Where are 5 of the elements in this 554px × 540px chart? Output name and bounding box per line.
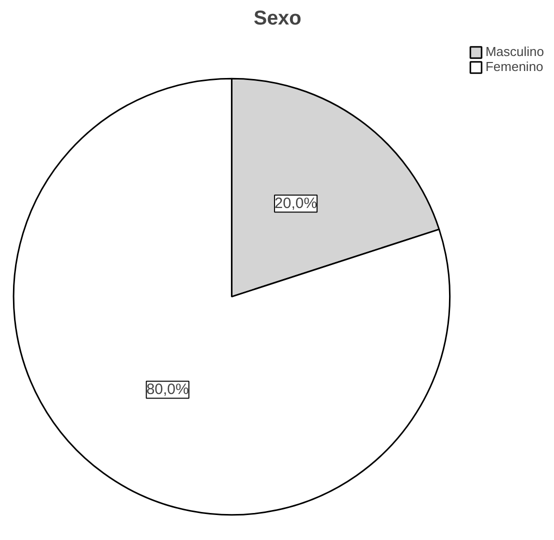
legend-label: Masculino [485, 44, 544, 59]
data-label: 20,0% [274, 195, 318, 212]
legend-label: Femenino [485, 59, 544, 74]
chart-title: Sexo [254, 8, 302, 30]
data-label: 80,0% [146, 381, 189, 398]
